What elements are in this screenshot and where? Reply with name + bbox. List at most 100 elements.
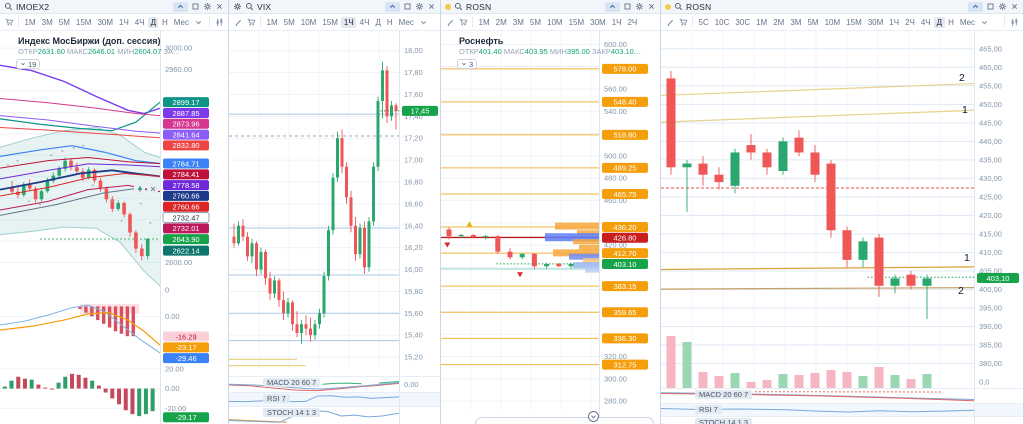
pencil-tool-button[interactable]: [664, 16, 676, 28]
search-icon[interactable]: [454, 2, 463, 11]
timeframe-button-30M[interactable]: 30M: [590, 17, 606, 27]
indicator-pill[interactable]: STOCH 14 1 3: [263, 408, 321, 417]
close-tools-button[interactable]: [147, 183, 158, 194]
timeframe-button-Мес[interactable]: Мес: [398, 17, 414, 27]
popout-button[interactable]: [403, 2, 412, 11]
close-button[interactable]: [647, 2, 656, 11]
close-button[interactable]: [1010, 2, 1019, 11]
timeframe-button-1M[interactable]: 1M: [756, 17, 768, 27]
close-button[interactable]: [215, 2, 224, 11]
close-button[interactable]: [427, 2, 436, 11]
price-badge-label: -29.17: [175, 413, 196, 422]
timeframe-button-4Ч[interactable]: 4Ч: [920, 17, 931, 27]
timeframe-button-1Ч[interactable]: 1Ч: [611, 17, 622, 27]
settings-button[interactable]: [203, 2, 212, 11]
collapse-button[interactable]: [968, 1, 983, 12]
collapse-button[interactable]: [605, 1, 620, 12]
timeframe-button-2M[interactable]: 2M: [495, 17, 507, 27]
price-chart[interactable]: 465,00 460,00 455,00 450,00 445,00 440,00 435,…: [661, 31, 1024, 424]
indicator-pill[interactable]: MACD 20 60 7: [695, 390, 753, 399]
settings-button[interactable]: [415, 2, 424, 11]
timeframe-dropdown-button[interactable]: [979, 16, 991, 28]
timeframe-button-2Ч[interactable]: 2Ч: [905, 17, 915, 27]
timeframe-dropdown-button[interactable]: [192, 16, 204, 28]
timeframe-button-Д[interactable]: Д: [375, 17, 381, 27]
timeframe-button-Д[interactable]: Д: [148, 16, 159, 28]
timeframe-button-30M[interactable]: 30M: [97, 17, 113, 27]
price-badge: [602, 307, 648, 318]
timeframe-button-5С[interactable]: 5С: [698, 17, 709, 27]
timeframe-button-30M[interactable]: 30M: [867, 17, 884, 27]
timeframe-button-10M[interactable]: 10M: [824, 17, 841, 27]
timeframe-button-2Ч[interactable]: 2Ч: [627, 17, 638, 27]
timeframe-button-15M[interactable]: 15M: [846, 17, 862, 27]
drawer-expand-button[interactable]: [587, 410, 600, 423]
timeframe-button-5M[interactable]: 5M: [58, 17, 70, 27]
timeframe-button-1Ч[interactable]: 1Ч: [889, 17, 900, 27]
timeframe-button-Д[interactable]: Д: [934, 16, 945, 28]
timeframe-button-15M[interactable]: 15M: [568, 17, 585, 27]
cart-tool-button[interactable]: [3, 16, 15, 28]
timeframe-button-10С[interactable]: 10С: [714, 17, 730, 27]
candles-view-button[interactable]: [1008, 16, 1020, 28]
price-chart[interactable]: 600.00 560.00 540.00 500.00 480.00 460.00 420.…: [441, 31, 661, 424]
indicator-pill[interactable]: MACD 20 60 7: [263, 378, 321, 387]
price-axis-label: 17,80: [404, 68, 423, 77]
indicator-strip: [229, 376, 440, 392]
timeframe-button-4Ч[interactable]: 4Ч: [359, 17, 370, 27]
pencil-tool-button[interactable]: [444, 16, 456, 28]
timeframe-button-1M[interactable]: 1M: [266, 17, 278, 27]
indicator-pill[interactable]: RSI 7: [695, 405, 722, 414]
search-icon[interactable]: [245, 2, 254, 11]
timeframe-button-5M[interactable]: 5M: [529, 17, 541, 27]
price-axis-label: 435,00: [979, 155, 1002, 164]
indicator-pill[interactable]: STOCH 14 1 3: [695, 418, 753, 424]
price-badge-label: 2760.66: [172, 203, 199, 212]
settings-button[interactable]: [998, 2, 1007, 11]
price-badge-label: 17,45: [411, 107, 430, 116]
timeframe-button-Н[interactable]: Н: [386, 17, 393, 27]
candles-view-button[interactable]: [213, 16, 225, 28]
timeframe-button-Н[interactable]: Н: [161, 17, 168, 27]
timeframe-button-3M[interactable]: 3M: [512, 17, 524, 27]
indicator-pill[interactable]: RSI 7: [263, 394, 290, 403]
cart-tool-button[interactable]: [677, 16, 689, 28]
price-axis-label: 380,00: [979, 359, 1002, 368]
timeframe-button-15M[interactable]: 15M: [75, 17, 92, 27]
search-icon[interactable]: [4, 2, 13, 11]
collapse-button[interactable]: [173, 1, 188, 12]
timeframe-button-Н[interactable]: Н: [948, 17, 954, 27]
timeframe-button-30С[interactable]: 30С: [735, 17, 751, 27]
pencil-tool-button[interactable]: [232, 16, 244, 28]
timeframe-dropdown-button[interactable]: [417, 16, 429, 28]
indicator-count-chip[interactable]: 19: [16, 59, 41, 69]
timeframe-button-3M[interactable]: 3M: [790, 17, 802, 27]
settings-button[interactable]: [635, 2, 644, 11]
timeframe-button-2M[interactable]: 2M: [773, 17, 785, 27]
popout-button[interactable]: [191, 2, 200, 11]
timeframe-button-1M[interactable]: 1M: [478, 17, 490, 27]
drawing-tool-button[interactable]: [134, 183, 145, 194]
timeframe-button-1Ч[interactable]: 1Ч: [119, 17, 129, 27]
price-chart[interactable]: 18,00 17,80 17,60 17,40 17,20 17,00 16,80 16,60…: [229, 31, 441, 424]
timeframe-button-Мес[interactable]: Мес: [959, 17, 976, 27]
timeframe-button-4Ч[interactable]: 4Ч: [134, 17, 145, 27]
timeframe-button-10M[interactable]: 10M: [547, 17, 563, 27]
popout-button[interactable]: [986, 2, 995, 11]
indicator-count-chip[interactable]: 3: [457, 59, 478, 69]
timeframe-button-10M[interactable]: 10M: [300, 17, 317, 27]
collapse-button[interactable]: [385, 1, 400, 12]
timeframe-button-5M[interactable]: 5M: [807, 17, 819, 27]
search-icon[interactable]: [674, 2, 683, 11]
popout-button[interactable]: [623, 2, 632, 11]
price-chart[interactable]: 3000.002960.002680.002600.002899.172887.…: [0, 31, 229, 424]
cart-tool-button[interactable]: [245, 16, 257, 28]
timeframe-button-15M[interactable]: 15M: [322, 17, 338, 27]
timeframe-button-5M[interactable]: 5M: [283, 17, 295, 27]
timeframe-button-3M[interactable]: 3M: [41, 17, 53, 27]
panel-toolbar: 1M 5M 10M 15M 1Ч 4Ч Д Н Мес: [229, 14, 440, 31]
timeframe-button-1Ч[interactable]: 1Ч: [341, 16, 357, 28]
timeframe-button-Мес[interactable]: Мес: [173, 17, 189, 27]
timeframe-button-1M[interactable]: 1M: [24, 17, 36, 27]
cart-tool-button[interactable]: [457, 16, 469, 28]
